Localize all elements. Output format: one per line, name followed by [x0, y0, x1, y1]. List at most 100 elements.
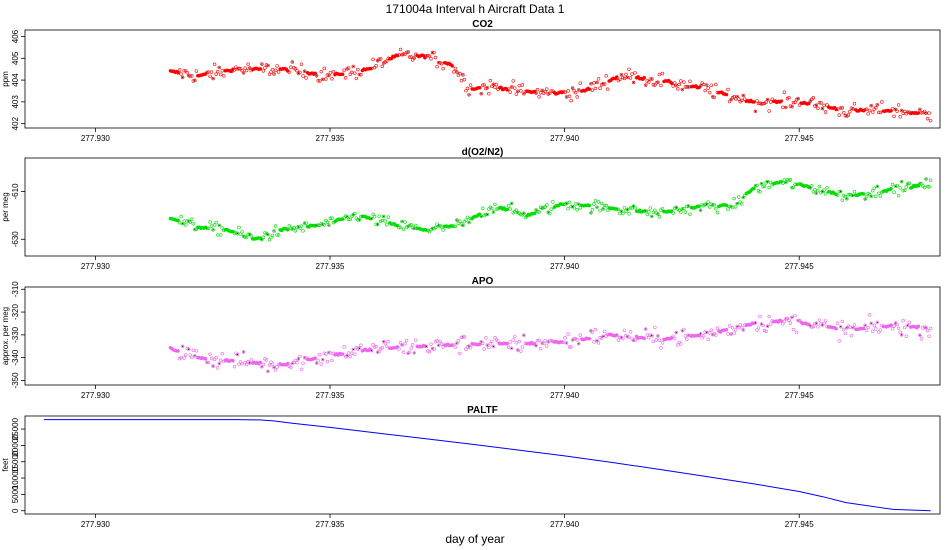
data-point — [703, 88, 707, 93]
panel-title: d(O2/N2) — [462, 147, 504, 158]
data-point — [548, 91, 552, 96]
data-point-core — [785, 106, 787, 109]
data-point — [852, 189, 857, 194]
data-point — [212, 62, 217, 67]
data-point — [298, 354, 302, 359]
data-point — [816, 325, 820, 329]
data-point — [327, 350, 331, 355]
data-point-core — [565, 96, 568, 98]
data-point — [543, 339, 547, 343]
data-point-core — [565, 342, 568, 344]
data-point — [595, 205, 599, 209]
data-point — [346, 217, 351, 221]
data-point-core — [596, 340, 598, 342]
data-point-core — [760, 183, 763, 185]
data-point — [904, 334, 908, 338]
data-point — [740, 202, 744, 206]
data-point — [272, 229, 276, 233]
data-point — [205, 70, 209, 75]
data-point — [567, 94, 572, 98]
data-point — [765, 97, 770, 102]
data-point-core — [346, 355, 348, 357]
data-point-core — [870, 104, 872, 107]
y-tick-label: 0 — [11, 508, 20, 513]
data-point — [540, 88, 544, 93]
data-point — [348, 217, 352, 222]
data-point-core — [919, 334, 921, 336]
data-point — [848, 325, 852, 329]
data-point — [188, 74, 192, 78]
data-point — [240, 230, 244, 234]
data-point-core — [383, 215, 385, 218]
data-point — [401, 350, 406, 355]
data-point — [430, 226, 435, 230]
data-point — [752, 100, 756, 104]
data-point — [535, 87, 540, 92]
data-point-core — [876, 185, 878, 188]
data-point — [671, 84, 675, 88]
data-point — [372, 345, 377, 349]
data-point — [811, 96, 816, 100]
data-point-core — [645, 328, 647, 330]
data-point — [704, 330, 709, 335]
data-point-core — [236, 353, 239, 356]
data-point-core — [657, 213, 659, 215]
data-point — [892, 190, 896, 194]
data-point-core — [376, 223, 379, 226]
data-point — [627, 67, 631, 71]
y-tick-label: -610 — [11, 183, 20, 200]
data-point — [761, 101, 765, 106]
data-point — [740, 325, 744, 330]
data-point — [724, 92, 729, 97]
data-point — [377, 214, 381, 218]
data-point — [784, 317, 788, 321]
data-point — [578, 81, 582, 85]
data-point — [622, 206, 627, 210]
data-point — [602, 203, 607, 208]
data-point — [237, 362, 241, 367]
y-tick-label: 20000 — [11, 434, 20, 457]
data-point — [806, 185, 811, 189]
data-point — [892, 114, 896, 119]
data-point — [359, 343, 363, 347]
data-point — [456, 339, 461, 343]
data-point — [589, 211, 593, 215]
data-point — [567, 345, 572, 349]
data-point-core — [541, 89, 543, 92]
data-point — [488, 78, 493, 83]
data-point-core — [212, 77, 214, 80]
data-point — [374, 344, 378, 349]
data-point — [682, 327, 686, 332]
data-point-core — [316, 75, 318, 77]
data-point — [835, 107, 840, 111]
data-point — [627, 335, 631, 339]
data-point — [414, 223, 418, 228]
data-point — [654, 338, 659, 342]
data-point-core — [523, 334, 525, 336]
data-point — [316, 223, 320, 227]
data-point-core — [218, 224, 220, 227]
data-point — [788, 321, 793, 325]
data-point — [732, 331, 736, 335]
data-point-core — [736, 95, 738, 98]
data-point-core — [468, 94, 470, 96]
data-point — [304, 76, 308, 80]
data-point — [272, 72, 276, 76]
data-point-core — [754, 110, 757, 112]
panel-1: CO2 ppm 402 403 404 405 406 277.930 277.935 277.9… — [1, 19, 941, 143]
data-point — [302, 221, 307, 225]
data-point — [587, 203, 592, 208]
data-point — [755, 183, 759, 188]
data-point — [676, 87, 680, 91]
data-point — [330, 216, 334, 220]
data-point-core — [267, 233, 269, 236]
data-point — [846, 113, 851, 117]
data-point — [328, 216, 333, 220]
data-point — [578, 333, 582, 337]
data-point — [738, 323, 742, 327]
data-point — [714, 82, 718, 87]
data-point-core — [456, 71, 458, 73]
data-point — [916, 184, 921, 188]
data-point — [706, 200, 710, 204]
data-point — [295, 360, 299, 365]
